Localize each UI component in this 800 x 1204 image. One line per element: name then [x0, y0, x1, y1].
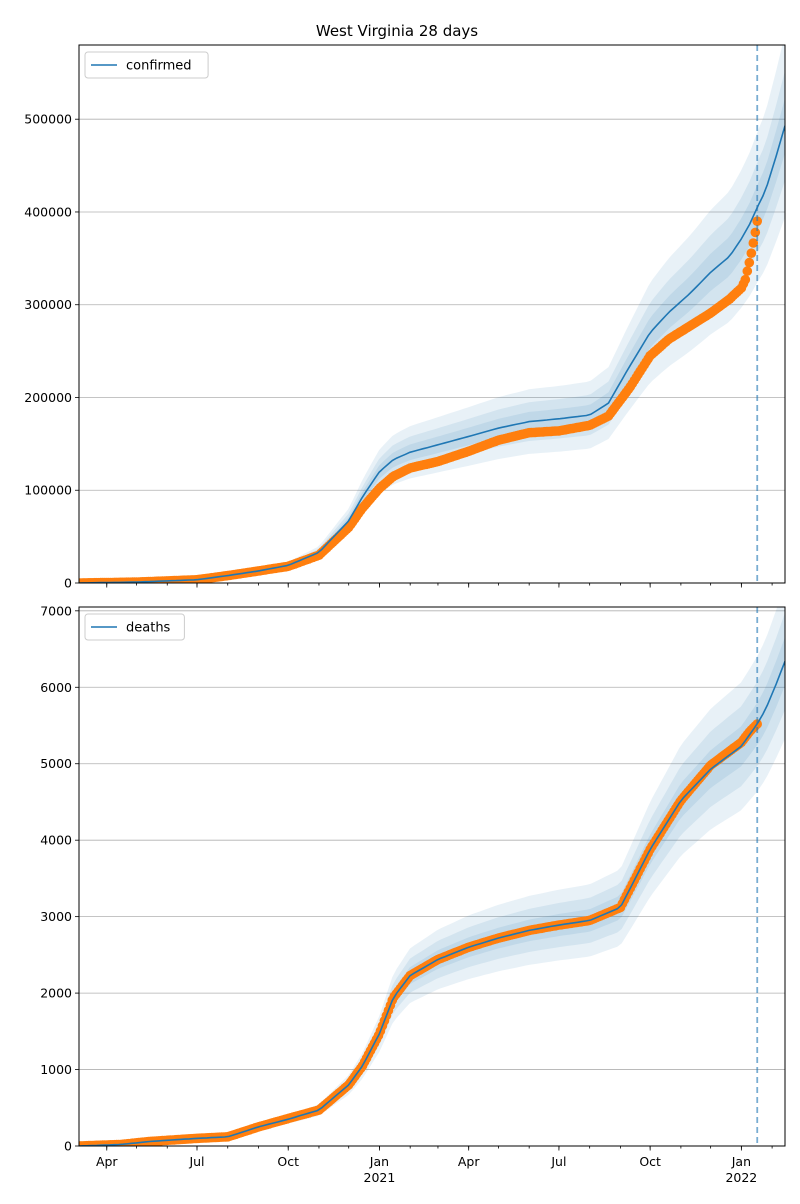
confirmed-panel: 0 100000 200000 300000 400000 500000 confirmed: [24, 44, 786, 591]
y-tick-label: 4000: [40, 833, 72, 848]
y-tick-label: 3000: [40, 909, 72, 924]
legend-label: confirmed: [126, 59, 192, 74]
observed-point: [742, 266, 753, 276]
y-tick-label: 6000: [40, 680, 72, 695]
chart-title: West Virginia 28 days: [316, 22, 478, 40]
y-tick-label: 300000: [24, 297, 72, 312]
y-tick-label: 200000: [24, 390, 72, 405]
confirmed-legend: confirmed: [84, 51, 209, 79]
x-tick-label: Jul: [188, 1154, 204, 1169]
y-tick-label: 100000: [24, 483, 72, 498]
y-tick-label: 500000: [24, 112, 72, 127]
y-tick-label: 0: [64, 1139, 72, 1154]
legend-box: [84, 51, 209, 79]
y-tick-label: 2000: [40, 986, 72, 1001]
uncertainty-band-3: [79, 98, 785, 583]
x-tick-label: Apr: [458, 1154, 480, 1169]
x-tick-label: Oct: [277, 1154, 299, 1169]
observed-point: [748, 238, 759, 248]
axes-frame: [78, 606, 786, 1147]
x-tick-year-label: 2021: [364, 1170, 396, 1185]
deaths-legend: deaths: [84, 613, 185, 641]
observed-point: [750, 227, 761, 238]
legend-box: [84, 613, 185, 641]
plot-area: [79, 607, 785, 1146]
axes-frame: [78, 44, 786, 584]
uncertainty-band-1: [79, 45, 785, 583]
x-tick-label: Jul: [550, 1154, 566, 1169]
x-tick-label: Apr: [96, 1154, 118, 1169]
plot-area: [79, 45, 785, 583]
uncertainty-band-1: [79, 607, 785, 1146]
x-tick-label: Oct: [639, 1154, 661, 1169]
confirmed-model-line: [79, 125, 785, 583]
y-tick-label: 400000: [24, 204, 72, 219]
uncertainty-band-2: [79, 612, 785, 1146]
observed-series: [79, 719, 762, 1146]
x-tick-year-label: 2022: [725, 1170, 757, 1185]
x-tick-label: Jan: [731, 1154, 751, 1169]
deaths-model-line: [79, 661, 785, 1146]
observed-point: [746, 248, 757, 258]
x-tick-label: Jan: [369, 1154, 389, 1169]
deaths-panel: 0 1000 2000 3000 4000 5000 6000 7000 Apr Jul Oct Ja…: [40, 603, 786, 1185]
y-tick-label: 5000: [40, 756, 72, 771]
observed-point: [744, 257, 755, 268]
y-tick-label: 7000: [40, 603, 72, 618]
legend-label: deaths: [126, 621, 171, 636]
uncertainty-band-2: [79, 70, 785, 583]
observed-point: [752, 216, 762, 226]
y-tick-label: 0: [64, 576, 72, 591]
y-tick-label: 1000: [40, 1062, 72, 1077]
observed-point: [740, 274, 751, 285]
